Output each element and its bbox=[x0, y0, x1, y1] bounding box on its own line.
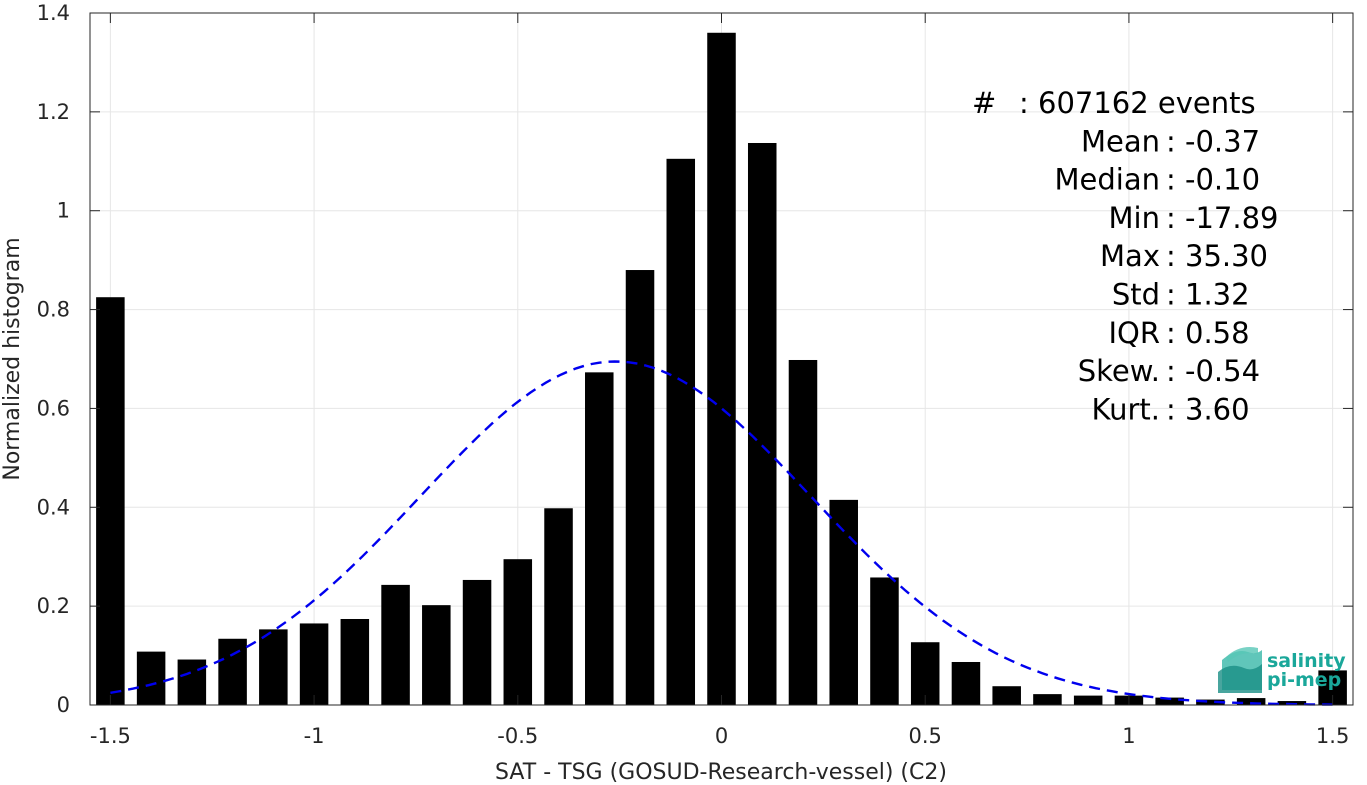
histogram-bar bbox=[951, 661, 981, 705]
y-tick-label: 0.4 bbox=[37, 495, 70, 519]
histogram-bar bbox=[422, 605, 451, 705]
histogram-bar bbox=[381, 584, 410, 705]
histogram-bar bbox=[788, 359, 818, 705]
stat-label: Kurt. bbox=[1092, 392, 1160, 426]
logo-line-1: salinity bbox=[1267, 650, 1346, 672]
stat-value: : -17.89 bbox=[1166, 201, 1278, 235]
salinity-pi-mep-logo: salinity pi-mep bbox=[1218, 647, 1346, 693]
histogram-bar bbox=[218, 638, 247, 705]
histogram-bar bbox=[992, 686, 1021, 705]
histogram-bar bbox=[829, 499, 858, 705]
gaussian-fit-curve bbox=[110, 360, 1333, 706]
stat-value: : 3.60 bbox=[1166, 392, 1250, 426]
stat-value: : 35.30 bbox=[1166, 239, 1268, 273]
stat-value: : -0.37 bbox=[1166, 124, 1260, 158]
histogram-bar bbox=[96, 297, 125, 705]
histogram-bar bbox=[340, 618, 370, 705]
stat-label: Min bbox=[1109, 201, 1160, 235]
stat-value: : -0.10 bbox=[1166, 163, 1260, 197]
x-tick-label: 1.5 bbox=[1316, 724, 1349, 748]
x-tick-label: -1 bbox=[304, 724, 325, 748]
histogram-bar bbox=[870, 577, 899, 705]
x-tick-label: -0.5 bbox=[497, 724, 538, 748]
histogram-bar bbox=[1155, 697, 1184, 705]
stat-label: IQR bbox=[1108, 316, 1160, 350]
stat-value: : 1.32 bbox=[1166, 278, 1250, 312]
histogram-bar bbox=[585, 372, 614, 705]
stat-label: Mean bbox=[1081, 124, 1160, 158]
stat-label: Max bbox=[1100, 239, 1160, 273]
y-tick-label: 0.8 bbox=[37, 298, 70, 322]
logo-line-2: pi-mep bbox=[1267, 669, 1341, 691]
histogram-bar bbox=[177, 659, 207, 705]
histogram-bar bbox=[462, 579, 492, 705]
y-tick-label: 1 bbox=[57, 199, 70, 223]
histogram-bar bbox=[625, 270, 655, 705]
y-tick-label: 1.4 bbox=[37, 1, 70, 25]
logo-mark-icon bbox=[1218, 647, 1262, 693]
x-tick-label: -1.5 bbox=[90, 724, 131, 748]
stat-value: : 0.58 bbox=[1166, 316, 1250, 350]
y-tick-label: 1.2 bbox=[37, 100, 70, 124]
histogram-bar bbox=[299, 623, 329, 705]
histogram-bar bbox=[1073, 695, 1103, 705]
y-tick-label: 0.6 bbox=[37, 396, 70, 420]
histogram-bar bbox=[544, 508, 573, 705]
stat-value: : 607162 events bbox=[1019, 86, 1256, 120]
histogram-bar bbox=[136, 651, 166, 705]
histogram-bar bbox=[910, 642, 940, 705]
axis-ticks: -1.5 -1 -0.5 0 0.5 1 1.5 0 0.2 0.4 0.6 0.8 1 1.2 1.4 bbox=[37, 1, 1353, 748]
stat-label: Skew. bbox=[1078, 354, 1160, 388]
histogram-bar bbox=[707, 32, 736, 706]
histogram-bar bbox=[747, 142, 777, 706]
stat-value: : -0.54 bbox=[1166, 354, 1260, 388]
x-tick-label: 0 bbox=[715, 724, 728, 748]
histogram-bar bbox=[1033, 694, 1062, 705]
x-axis-label: SAT - TSG (GOSUD-Research-vessel) (C2) bbox=[495, 760, 947, 785]
histogram-bar bbox=[1196, 699, 1225, 705]
y-tick-label: 0.2 bbox=[37, 594, 70, 618]
histogram-bar bbox=[666, 158, 696, 706]
histogram-bars bbox=[96, 32, 1347, 706]
x-tick-label: 1 bbox=[1122, 724, 1135, 748]
y-tick-label: 0 bbox=[57, 693, 70, 717]
stat-label: Std bbox=[1112, 278, 1160, 312]
y-axis-label: Normalized histogram bbox=[0, 237, 25, 480]
stat-label: Median bbox=[1055, 163, 1160, 197]
x-tick-label: 0.5 bbox=[909, 724, 942, 748]
histogram-bar bbox=[259, 629, 288, 705]
histogram-bar bbox=[1236, 698, 1266, 705]
stat-label: # bbox=[972, 86, 996, 120]
histogram-bar bbox=[503, 559, 533, 705]
